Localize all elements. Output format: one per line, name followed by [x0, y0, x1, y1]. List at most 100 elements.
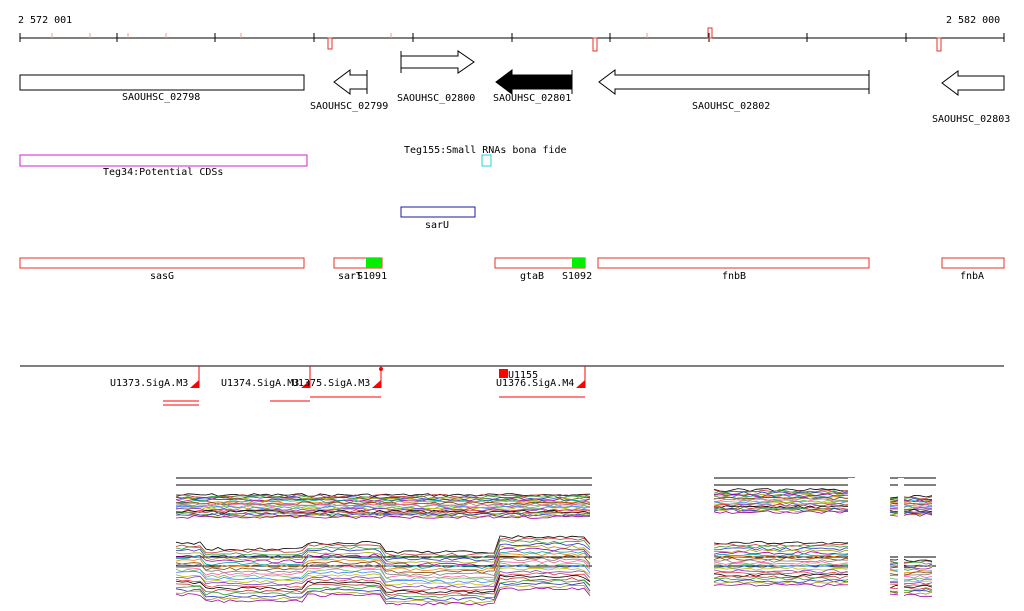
- promoter-label: U1376.SigA.M4: [496, 378, 574, 389]
- expression-profile-line: [889, 570, 933, 574]
- promoter-u1155[interactable]: U1155: [499, 369, 538, 381]
- expression-profile-line: [889, 573, 933, 577]
- expression-profile-line: [713, 557, 853, 561]
- expression-profile-line: [713, 577, 853, 581]
- expression-profile-line: [175, 552, 591, 572]
- expression-profile-line: [175, 574, 591, 594]
- gene-saouhsc-02800[interactable]: SAOUHSC_02800: [397, 50, 475, 104]
- expression-profile-line: [713, 494, 853, 499]
- expression-profile-line: [713, 506, 853, 510]
- position-ruler: 2 572 001 2 582 000: [18, 15, 1005, 52]
- expression-profile-line: [713, 499, 853, 504]
- expression-profile-line: [889, 571, 933, 575]
- expression-profile-line: [713, 569, 853, 573]
- expression-profile-line: [889, 566, 933, 570]
- gene-saouhsc-02799[interactable]: SAOUHSC_02799: [310, 69, 388, 112]
- teg155-track[interactable]: Teg155:Small RNAs bona fide: [404, 145, 567, 167]
- expression-profile-line: [713, 563, 853, 567]
- expression-tracks: [175, 477, 936, 606]
- gene-label: SAOUHSC_02801: [493, 93, 571, 104]
- annotation-fnba[interactable]: [941, 257, 1005, 269]
- ruler-marker: [936, 37, 942, 52]
- expression-gap: [848, 478, 855, 598]
- gene-saouhsc-02801[interactable]: SAOUHSC_02801: [493, 69, 573, 104]
- annotation-label: sarT: [338, 271, 362, 282]
- expression-profile-line: [889, 496, 933, 500]
- expression-profile-line: [175, 512, 591, 517]
- expression-profile-line: [175, 514, 591, 518]
- expression-profile-line: [175, 545, 591, 564]
- saru-feature[interactable]: [400, 206, 476, 218]
- annotation-fnbb[interactable]: [597, 257, 870, 269]
- expression-profile-line: [713, 581, 853, 585]
- expression-profile-line: [713, 583, 853, 587]
- expression-profile-line: [713, 501, 853, 506]
- expression-profile-line: [889, 583, 933, 587]
- annotation-s1091[interactable]: [366, 258, 382, 268]
- expression-profile-line: [175, 502, 591, 507]
- gene-label: SAOUHSC_02800: [397, 93, 475, 104]
- gene-saouhsc-02802[interactable]: SAOUHSC_02802: [598, 69, 870, 112]
- expression-profile-line: [713, 553, 853, 557]
- saru-label: sarU: [425, 220, 449, 231]
- expression-profile-line: [175, 564, 591, 584]
- teg34-feature[interactable]: [19, 154, 308, 167]
- expression-profile-line: [713, 545, 853, 549]
- teg34-track[interactable]: Teg34:Potential CDSs: [19, 154, 308, 178]
- teg155-feature[interactable]: [481, 154, 492, 167]
- saru-track[interactable]: sarU: [400, 206, 476, 231]
- promoter-u1376[interactable]: U1376.SigA.M4: [496, 366, 586, 398]
- expression-profile-line: [175, 584, 591, 604]
- expression-profile-line: [175, 560, 591, 579]
- gene-saouhsc-02798[interactable]: SAOUHSC_02798: [19, 74, 305, 103]
- promoter-u1373[interactable]: U1373.SigA.M3: [110, 366, 200, 406]
- teg34-label: Teg34:Potential CDSs: [103, 167, 223, 178]
- promoter-track: U1373.SigA.M3 U1374.SigA.M3 U1375.SigA.M…: [20, 365, 1004, 406]
- annotation-sasg[interactable]: [19, 257, 305, 269]
- expression-profile-line: [713, 549, 853, 553]
- expression-profile-line: [889, 495, 933, 499]
- promoter-u1374[interactable]: U1374.SigA.M3: [221, 366, 311, 402]
- expression-profile-line: [890, 591, 933, 595]
- gene-track: SAOUHSC_02798 SAOUHSC_02799 SAOUHSC_0280…: [19, 50, 1010, 125]
- expression-profile-line: [175, 503, 591, 508]
- expression-profile-line: [713, 510, 853, 514]
- expression-profile-line: [889, 558, 933, 562]
- expression-profile-line: [889, 512, 933, 516]
- gene-label: SAOUHSC_02799: [310, 101, 388, 112]
- expression-profile-line: [713, 575, 852, 579]
- ruler-ticks: [19, 33, 1005, 42]
- expression-profile-line: [175, 515, 591, 519]
- annotation-s1092[interactable]: [572, 258, 585, 268]
- annotation-label: fnbA: [960, 271, 984, 282]
- expression-profile-line: [889, 508, 933, 511]
- annotation-label: sasG: [150, 271, 174, 282]
- promoter-label: U1373.SigA.M3: [110, 378, 188, 389]
- expression-profile-line: [175, 577, 591, 596]
- expression-profile-line: [175, 587, 591, 606]
- ruler-start-label: 2 572 001: [18, 15, 72, 26]
- expression-profile-line: [175, 494, 591, 498]
- expression-profile-line: [175, 500, 591, 505]
- expression-profile-line: [889, 586, 933, 590]
- expression-profile-line: [175, 555, 591, 574]
- expression-profile-line: [175, 506, 591, 511]
- expression-profile-line: [889, 584, 933, 589]
- annotation-label: S1091: [357, 271, 387, 282]
- expression-profile-line: [889, 501, 933, 505]
- expression-profile-line: [713, 488, 853, 492]
- expression-profile-line: [175, 504, 591, 509]
- expression-profile-line: [175, 579, 591, 599]
- expression-profile-line: [713, 559, 853, 563]
- annotation-label: fnbB: [722, 271, 746, 282]
- expression-profile-line: [889, 506, 933, 510]
- expression-profile-line: [889, 580, 933, 583]
- gene-saouhsc-02803[interactable]: SAOUHSC_02803: [932, 70, 1010, 125]
- expression-profile-line: [175, 562, 591, 581]
- expression-profile-line: [175, 537, 591, 557]
- annotation-gtab[interactable]: [494, 257, 586, 269]
- promoter-u1375[interactable]: U1375.SigA.M3: [292, 366, 383, 398]
- promoter-label: U1375.SigA.M3: [292, 378, 370, 389]
- expression-profile-line: [175, 567, 591, 587]
- gene-label: SAOUHSC_02798: [122, 92, 200, 103]
